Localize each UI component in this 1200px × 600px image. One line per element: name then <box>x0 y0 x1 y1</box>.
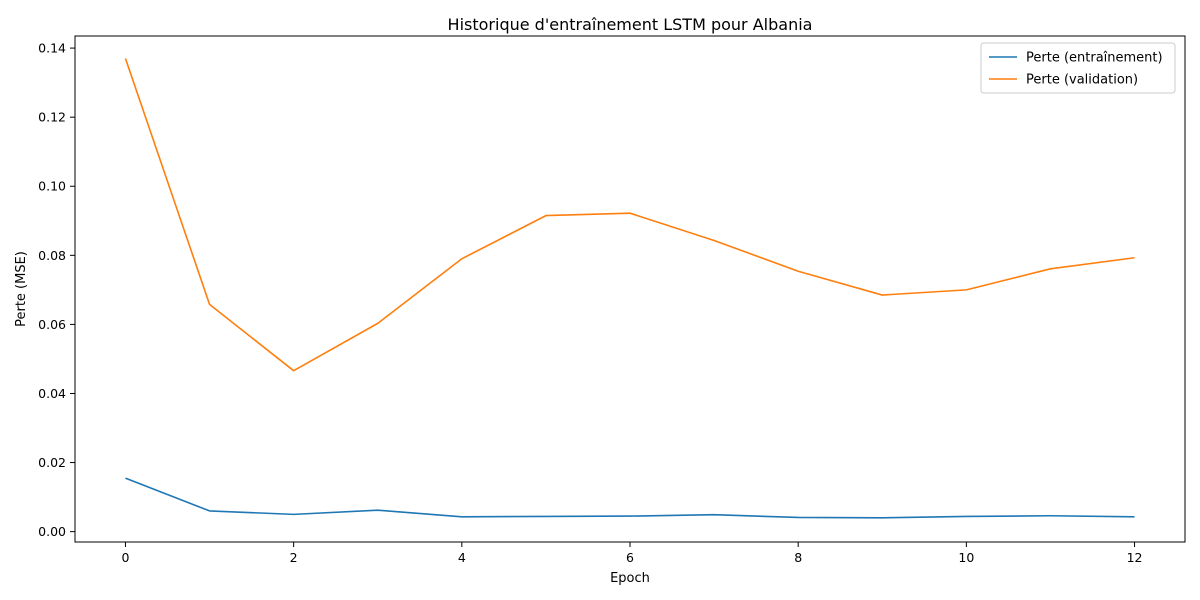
x-tick-label: 10 <box>958 550 974 565</box>
x-tick-label: 4 <box>458 550 466 565</box>
series-line-1 <box>124 58 1135 372</box>
y-tick-label: 0.00 <box>38 524 66 539</box>
x-tick-label: 2 <box>290 550 298 565</box>
series-lines <box>124 58 1135 519</box>
plot-area <box>74 35 1186 543</box>
legend: Perte (entraînement) Perte (validation) <box>980 42 1176 94</box>
x-tick-label: 12 <box>1127 550 1143 565</box>
series-line-0 <box>125 477 1135 519</box>
y-axis-label: Perte (MSE) <box>14 251 29 327</box>
y-tick-label: 0.12 <box>38 110 66 125</box>
legend-label: Perte (entraînement) <box>1026 51 1163 66</box>
x-tick-label: 0 <box>121 550 129 565</box>
y-tick-label: 0.02 <box>38 455 66 470</box>
x-axis-ticks: 0 2 4 6 8 10 12 <box>121 542 1142 565</box>
y-tick-label: 0.04 <box>38 386 66 401</box>
x-tick-label: 8 <box>794 550 802 565</box>
y-tick-label: 0.08 <box>38 248 66 263</box>
y-tick-label: 0.06 <box>38 317 66 332</box>
y-tick-label: 0.14 <box>38 41 66 56</box>
y-tick-label: 0.10 <box>38 179 66 194</box>
x-tick-label: 6 <box>626 550 634 565</box>
chart-title: Historique d'entraînement LSTM pour Alba… <box>448 15 813 34</box>
legend-box <box>980 42 1176 94</box>
x-axis-label: Epoch <box>610 571 650 586</box>
legend-label: Perte (validation) <box>1026 73 1138 88</box>
y-axis-ticks: 0.00 0.02 0.04 0.06 0.08 0.10 0.12 0.14 <box>38 41 75 539</box>
